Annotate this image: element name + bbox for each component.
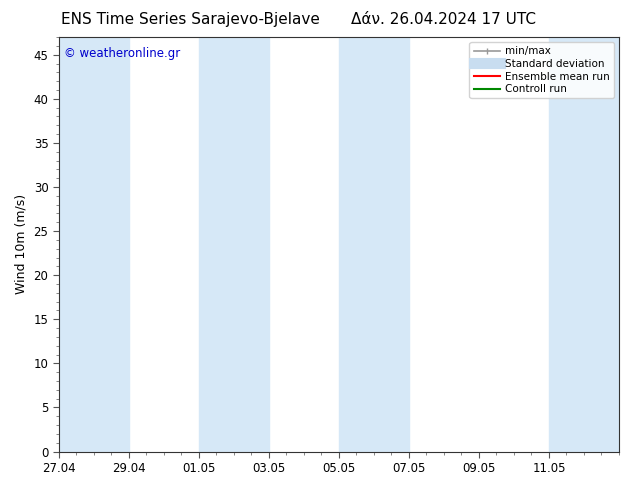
Bar xyxy=(199,37,269,452)
Y-axis label: Wind 10m (m/s): Wind 10m (m/s) xyxy=(15,194,28,294)
Bar xyxy=(59,37,129,452)
Bar xyxy=(549,37,619,452)
Legend: min/max, Standard deviation, Ensemble mean run, Controll run: min/max, Standard deviation, Ensemble me… xyxy=(469,42,614,98)
Text: ENS Time Series Sarajevo-Bjelave: ENS Time Series Sarajevo-Bjelave xyxy=(61,12,320,27)
Bar xyxy=(339,37,409,452)
Text: © weatheronline.gr: © weatheronline.gr xyxy=(65,48,181,60)
Text: Δάν. 26.04.2024 17 UTC: Δάν. 26.04.2024 17 UTC xyxy=(351,12,536,27)
